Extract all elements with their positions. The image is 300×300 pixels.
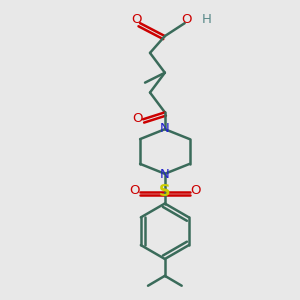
Text: O: O: [132, 112, 142, 125]
Text: H: H: [202, 13, 212, 26]
Text: N: N: [160, 168, 170, 181]
Text: O: O: [131, 13, 141, 26]
Text: S: S: [159, 184, 171, 199]
Text: N: N: [160, 122, 170, 135]
Text: O: O: [129, 184, 140, 197]
Text: O: O: [182, 13, 192, 26]
Text: O: O: [190, 184, 201, 197]
